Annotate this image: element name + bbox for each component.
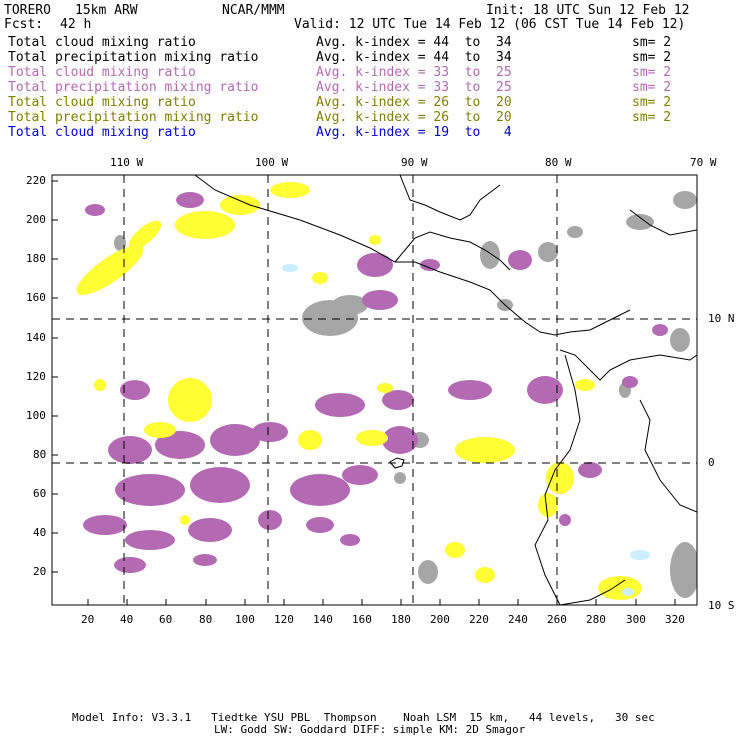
- x-tick-label: 220: [469, 613, 489, 626]
- legend-avg: Avg. k-index = 26 to 20: [316, 95, 512, 110]
- lat-lon-grid: [52, 175, 697, 605]
- x-tick-label: 120: [274, 613, 294, 626]
- legend-row: Total cloud mixing ratio: [8, 66, 196, 80]
- legend-sm: sm= 2: [632, 35, 672, 50]
- x-tick-label: 260: [547, 613, 567, 626]
- x-tick-label: 180: [391, 613, 411, 626]
- x-tick-label: 40: [120, 613, 134, 626]
- valid-time: Valid: 12 UTC Tue 14 Feb 12 (06 CST Tue …: [294, 17, 686, 32]
- purple-cloud-areas: [83, 192, 668, 573]
- y-tick-label: 120: [26, 370, 46, 383]
- forecast-hours: 42 h: [60, 17, 92, 32]
- x-tick-label: 240: [508, 613, 528, 626]
- legend-avg: Avg. k-index = 19 to 4: [316, 125, 512, 140]
- legend-row: Total precipitation mixing ratio: [8, 51, 258, 65]
- y-tick-label: 20: [33, 565, 47, 578]
- legend-sm: sm= 2: [632, 110, 672, 125]
- legend-sm: sm= 2: [632, 65, 672, 80]
- lon-label-100w: 100 W: [255, 156, 289, 169]
- legend-avg: Avg. k-index = 33 to 25: [316, 80, 512, 95]
- legend-row: Total precipitation mixing ratio: [8, 111, 258, 125]
- legend-row: Total cloud mixing ratio: [8, 96, 196, 110]
- y-tick-label: 180: [26, 252, 46, 265]
- x-tick-label: 160: [352, 613, 372, 626]
- lat-label-0: 0: [708, 456, 715, 469]
- legend-sm: sm= 2: [632, 95, 672, 110]
- forecast-label: Fcst:: [4, 17, 44, 32]
- legend-avg: Avg. k-index = 26 to 20: [316, 110, 512, 125]
- legend-sm: sm= 2: [632, 50, 672, 65]
- y-tick-label: 100: [26, 409, 46, 422]
- y-tick-label: 140: [26, 331, 46, 344]
- map-frame: [51, 174, 698, 606]
- x-tick-label: 320: [665, 613, 685, 626]
- legend-field: Total cloud mixing ratio: [8, 65, 196, 80]
- lon-label-110w: 110 W: [110, 156, 144, 169]
- x-tick-label: 280: [586, 613, 606, 626]
- legend-sm: sm= 2: [632, 80, 672, 95]
- x-tick-label: 80: [199, 613, 213, 626]
- x-tick-label: 20: [81, 613, 95, 626]
- x-tick-label: 300: [626, 613, 646, 626]
- y-tick-label: 220: [26, 174, 46, 187]
- x-tick-marks: [87, 599, 676, 605]
- yellow-cloud-areas: [76, 182, 642, 600]
- lon-label-70w: 70 W: [690, 156, 717, 169]
- model-name: TORERO: [4, 3, 51, 18]
- legend-field: Total cloud mixing ratio: [8, 35, 196, 50]
- legend-field: Total precipitation mixing ratio: [8, 110, 259, 125]
- y-tick-label: 40: [33, 526, 47, 539]
- x-tick-label: 140: [313, 613, 333, 626]
- y-tick-label: 160: [26, 291, 46, 304]
- lon-label-80w: 80 W: [545, 156, 572, 169]
- y-tick-label: 60: [33, 487, 47, 500]
- footer-model-info: Model Info: V3.3.1 Tiedtke YSU PBL Thomp…: [72, 711, 655, 724]
- y-tick-label: 200: [26, 213, 46, 226]
- x-tick-label: 60: [159, 613, 173, 626]
- legend-field: Total cloud mixing ratio: [8, 125, 196, 140]
- legend-field: Total precipitation mixing ratio: [8, 50, 259, 65]
- init-time: Init: 18 UTC Sun 12 Feb 12: [486, 3, 690, 18]
- legend-avg: Avg. k-index = 44 to 34: [316, 35, 512, 50]
- lon-label-90w: 90 W: [401, 156, 428, 169]
- legend-row: Total cloud mixing ratio: [8, 126, 196, 140]
- model-resolution: 15km ARW: [75, 3, 138, 18]
- legend-field: Total cloud mixing ratio: [8, 95, 196, 110]
- lat-label-10n: 10 N: [708, 312, 735, 325]
- lat-label-10s: 10 S: [708, 599, 735, 612]
- gray-cloud-areas: [114, 191, 697, 598]
- legend-avg: Avg. k-index = 44 to 34: [316, 50, 512, 65]
- footer-physics-info: LW: Godd SW: Goddard DIFF: simple KM: 2D…: [214, 723, 526, 736]
- x-tick-label: 100: [235, 613, 255, 626]
- x-tick-label: 200: [430, 613, 450, 626]
- cyan-cloud-areas: [282, 264, 650, 596]
- model-center: NCAR/MMM: [222, 3, 285, 18]
- y-tick-marks: [52, 180, 58, 573]
- legend-row: Total precipitation mixing ratio: [8, 81, 258, 95]
- coastlines: [194, 175, 697, 605]
- y-tick-label: 80: [33, 448, 47, 461]
- legend-field: Total precipitation mixing ratio: [8, 80, 259, 95]
- legend-avg: Avg. k-index = 33 to 25: [316, 65, 512, 80]
- cloud-field-layer: [76, 182, 697, 600]
- legend-row: Total cloud mixing ratio: [8, 36, 196, 50]
